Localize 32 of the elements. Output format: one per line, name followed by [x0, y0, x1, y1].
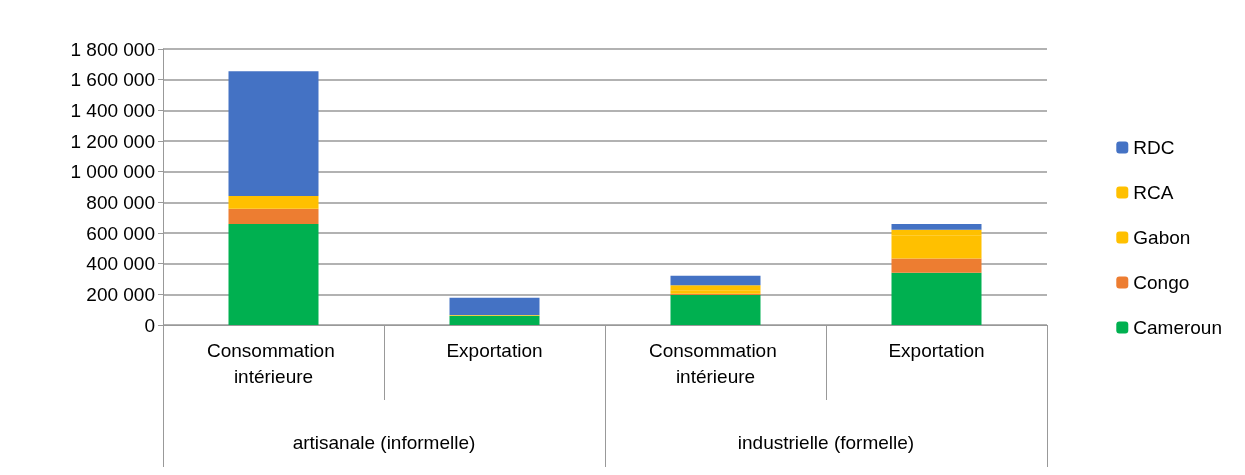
- y-tick-label: 400 000: [86, 253, 155, 275]
- bar: [228, 223, 319, 325]
- y-tick-label: 800 000: [86, 191, 155, 213]
- y-tick-label: 1 600 000: [70, 69, 155, 91]
- bar: [891, 272, 982, 325]
- legend-label: Cameroun: [1133, 317, 1223, 338]
- y-tick-label: 0: [144, 314, 155, 336]
- y-tick-label: 1 200 000: [70, 130, 155, 152]
- x-tick-label: Exportation: [888, 339, 985, 361]
- x-tick-label: Consommation intérieure: [648, 339, 783, 387]
- text: artisanale (informelle): [292, 432, 476, 453]
- bar: [228, 71, 319, 196]
- bar: [891, 258, 982, 273]
- legend-label: Congo: [1133, 272, 1190, 293]
- y-tick-label: 1 000 000: [70, 161, 155, 183]
- x-tick-label: Exportation: [446, 339, 543, 361]
- bar: [228, 208, 319, 224]
- y-tick-label: 200 000: [86, 283, 155, 305]
- bar: [670, 285, 761, 291]
- y-tick-label: 600 000: [86, 222, 155, 244]
- legend-label: RCA: [1133, 182, 1174, 203]
- y-tick-label: 1 800 000: [70, 38, 155, 60]
- x-tick-label: Consommation intérieure: [206, 339, 341, 387]
- bar: [449, 297, 540, 315]
- bar: [891, 223, 982, 230]
- bar: [670, 275, 761, 286]
- y-tick-label: 1 400 000: [70, 99, 155, 121]
- bar: [670, 294, 761, 325]
- text: industrielle (formelle): [737, 432, 915, 453]
- legend-label: RDC: [1133, 137, 1175, 158]
- legend-label: Gabon: [1133, 227, 1191, 248]
- bar: [449, 315, 540, 325]
